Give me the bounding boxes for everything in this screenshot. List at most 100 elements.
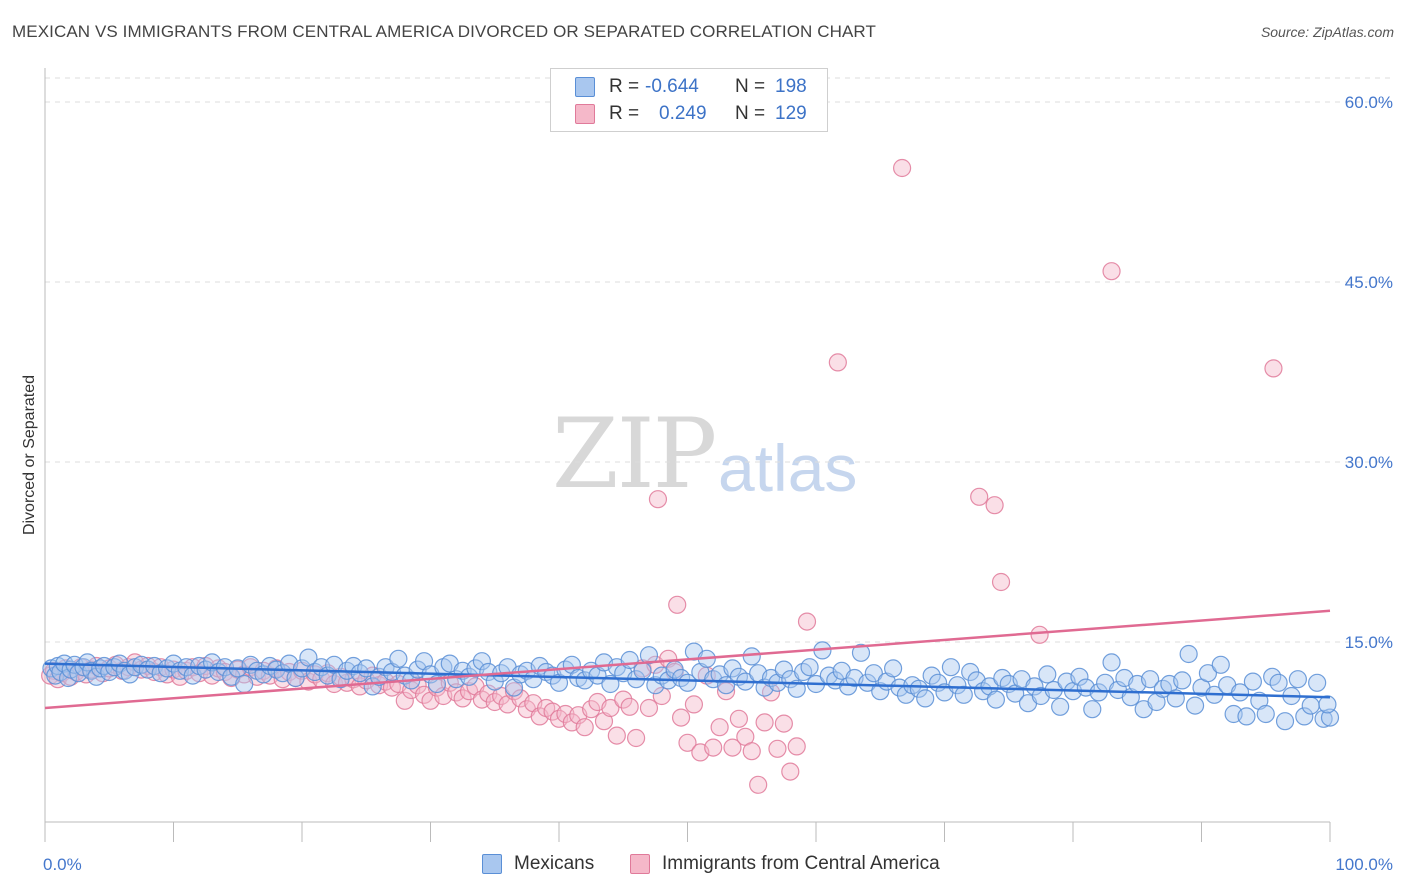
data-point bbox=[858, 673, 877, 692]
y-axis-title: Divorced or Separated bbox=[21, 375, 38, 535]
data-point bbox=[787, 737, 806, 756]
trend-line-mexicans bbox=[44, 662, 1331, 699]
data-point bbox=[1308, 673, 1327, 692]
x-tick-label-max: 100.0% bbox=[1335, 855, 1393, 874]
legend-r-label: R = bbox=[609, 76, 640, 97]
data-point bbox=[871, 682, 890, 701]
data-point bbox=[1264, 359, 1283, 378]
bottom-legend-swatch-pink bbox=[630, 854, 650, 874]
data-point bbox=[678, 673, 697, 692]
data-point bbox=[1243, 672, 1263, 691]
data-point bbox=[1173, 671, 1192, 690]
data-point bbox=[1288, 670, 1307, 689]
data-point bbox=[620, 697, 639, 716]
legend-n-label: N = bbox=[735, 103, 766, 124]
legend-n-label: N = bbox=[735, 76, 766, 97]
data-point bbox=[1038, 665, 1057, 684]
data-point bbox=[704, 738, 723, 757]
correlation-legend: R = -0.644 N = 198 R = 0.249 N = 129 bbox=[550, 68, 828, 132]
bottom-legend-swatch-blue bbox=[482, 854, 502, 874]
data-point bbox=[684, 695, 704, 714]
data-point bbox=[986, 690, 1006, 709]
data-point bbox=[652, 686, 671, 706]
legend-n-value: 198 bbox=[775, 76, 807, 97]
bottom-legend-label: Mexicans bbox=[514, 853, 595, 874]
data-point bbox=[851, 643, 871, 662]
data-point bbox=[1269, 673, 1288, 692]
data-point bbox=[678, 733, 697, 752]
data-point bbox=[991, 572, 1011, 592]
series-immigrants-points bbox=[41, 158, 1283, 794]
data-point bbox=[1314, 709, 1333, 728]
data-point bbox=[1185, 696, 1205, 715]
data-point bbox=[970, 487, 989, 506]
data-point bbox=[742, 647, 761, 666]
data-point bbox=[607, 726, 626, 745]
y-tick-label: 45.0% bbox=[1345, 273, 1393, 292]
data-point bbox=[472, 652, 491, 671]
data-point bbox=[922, 666, 941, 685]
data-point bbox=[723, 738, 742, 757]
data-point bbox=[800, 658, 819, 677]
y-tick-label: 15.0% bbox=[1345, 633, 1393, 652]
bottom-legend-immigrants: Immigrants from Central America bbox=[630, 852, 940, 876]
legend-swatch-pink bbox=[575, 104, 595, 124]
data-point bbox=[797, 612, 817, 631]
data-point bbox=[954, 685, 973, 704]
data-point bbox=[601, 698, 620, 718]
data-point bbox=[1301, 696, 1320, 715]
legend-row-mexicans: R = -0.644 N = 198 bbox=[575, 74, 807, 100]
data-point bbox=[1083, 700, 1102, 719]
data-point bbox=[948, 676, 967, 695]
data-point bbox=[633, 661, 652, 680]
data-point bbox=[389, 649, 408, 668]
data-point bbox=[1179, 644, 1198, 664]
data-point bbox=[648, 490, 668, 509]
trend-lines bbox=[44, 609, 1331, 710]
data-point bbox=[575, 718, 594, 737]
data-point bbox=[941, 658, 961, 677]
legend-n-value: 129 bbox=[775, 103, 807, 124]
data-point bbox=[453, 689, 472, 708]
data-point bbox=[1211, 655, 1230, 674]
chart-title: MEXICAN VS IMMIGRANTS FROM CENTRAL AMERI… bbox=[12, 22, 876, 41]
data-point bbox=[1237, 707, 1256, 726]
data-point bbox=[601, 674, 620, 694]
data-point bbox=[105, 658, 124, 677]
data-point bbox=[1102, 653, 1121, 672]
data-point bbox=[716, 682, 736, 701]
data-point bbox=[1102, 262, 1121, 281]
legend-swatch-blue bbox=[575, 77, 595, 97]
data-point bbox=[1256, 704, 1275, 724]
data-point bbox=[883, 659, 903, 678]
data-point bbox=[1051, 697, 1070, 716]
data-point bbox=[639, 698, 659, 718]
axis-labels: 15.0% 30.0% 45.0% 60.0% 0.0% 100.0% Divorced o… bbox=[21, 93, 1393, 874]
legend-r-value: -0.644 bbox=[645, 76, 699, 97]
data-point bbox=[1030, 625, 1049, 644]
trend-line-immigrants bbox=[44, 609, 1331, 710]
grid-lines bbox=[45, 77, 1395, 643]
axes bbox=[44, 68, 1331, 842]
data-point bbox=[768, 739, 787, 758]
data-point bbox=[1070, 667, 1089, 686]
data-point bbox=[582, 700, 601, 719]
data-point bbox=[864, 664, 883, 683]
legend-row-immigrants: R = 0.249 N = 129 bbox=[575, 101, 807, 127]
data-point bbox=[892, 158, 912, 178]
data-point bbox=[1320, 708, 1340, 727]
bottom-legend-label: Immigrants from Central America bbox=[662, 853, 940, 874]
data-point bbox=[1230, 683, 1250, 702]
source-credit: Source: ZipAtlas.com bbox=[1260, 24, 1394, 40]
data-point bbox=[909, 679, 928, 698]
data-point bbox=[626, 728, 646, 748]
data-point bbox=[742, 742, 761, 761]
legend-r-value: 0.249 bbox=[659, 103, 707, 124]
data-point bbox=[1198, 664, 1218, 683]
data-point bbox=[671, 708, 691, 727]
data-point bbox=[668, 595, 687, 614]
data-point bbox=[985, 496, 1004, 515]
series-mexicans-points bbox=[42, 641, 1340, 731]
y-tick-label: 60.0% bbox=[1345, 93, 1393, 112]
